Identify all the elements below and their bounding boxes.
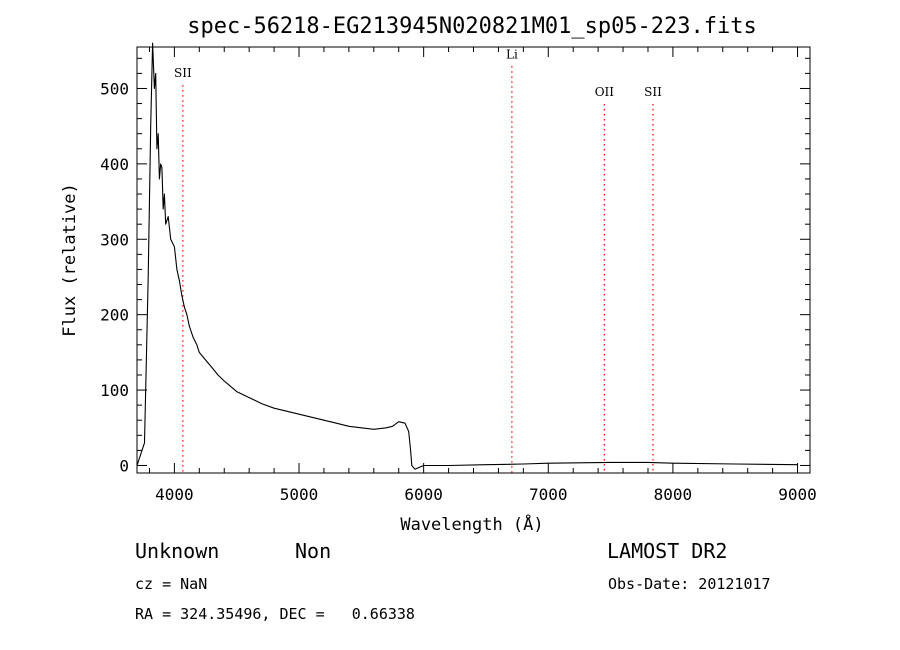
emission-line-markers: SII Li OII SII (174, 47, 662, 473)
x-axis-ticks: 4000 5000 6000 7000 8000 9000 (148, 47, 817, 504)
emission-line-label: Li (506, 47, 518, 61)
x-tick-label: 7000 (529, 485, 568, 504)
x-axis-label: Wavelength (Å) (400, 513, 543, 535)
emission-line-label: OII (595, 85, 615, 99)
emission-line-label: SII (644, 85, 662, 99)
spectrum-series (136, 42, 798, 470)
x-tick-label: 8000 (654, 485, 693, 504)
y-tick-label: 100 (100, 381, 129, 400)
plot-frame (136, 46, 811, 474)
class-label: Unknown (135, 539, 220, 563)
x-tick-label: 9000 (778, 485, 817, 504)
spectrum-line (136, 42, 798, 470)
y-tick-label: 200 (100, 306, 129, 325)
y-tick-label: 300 (100, 230, 129, 249)
subclass-label: Non (295, 539, 332, 563)
y-axis-label: Flux (relative) (60, 183, 80, 337)
y-tick-label: 0 (119, 456, 129, 475)
y-tick-label: 500 (100, 79, 129, 98)
x-tick-label: 5000 (280, 485, 319, 504)
y-tick-label: 400 (100, 155, 129, 174)
x-tick-label: 4000 (155, 485, 194, 504)
y-axis-ticks: 0 100 200 300 400 500 (100, 57, 810, 475)
emission-line-label: SII (174, 66, 192, 80)
coordinates-text: RA = 324.35496, DEC = 0.66338 (135, 605, 415, 623)
obs-date-text: Obs-Date: 20121017 (608, 575, 771, 593)
x-tick-label: 6000 (404, 485, 443, 504)
cz-text: cz = NaN (135, 575, 208, 593)
survey-label: LAMOST DR2 (607, 539, 728, 563)
chart-title: spec-56218-EG213945N020821M01_sp05-223.f… (187, 14, 757, 39)
